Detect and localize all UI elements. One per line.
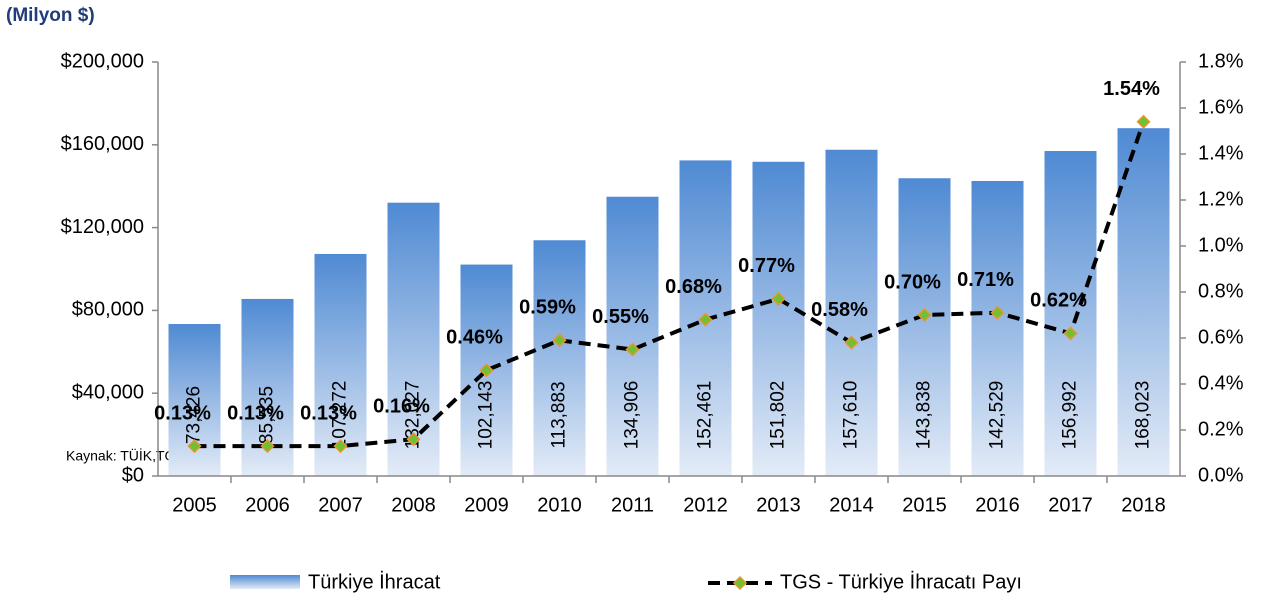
subtitle: (Milyon $): [6, 5, 95, 26]
bar: [606, 196, 659, 477]
bar-value-label: 151,802: [768, 381, 789, 450]
y2-tick-label: 1.4%: [1198, 142, 1244, 164]
source-note: Kaynak: TÜİK,TGS: [66, 447, 185, 464]
line-marker: [1063, 326, 1078, 341]
bar-value-label: 156,992: [1060, 381, 1081, 450]
line-marker: [333, 439, 348, 454]
line-marker: [1136, 114, 1151, 129]
bar-value-label: 142,529: [987, 381, 1008, 450]
line-value-label: 0.70%: [884, 271, 941, 293]
y2-tick-label: 1.8%: [1198, 50, 1244, 72]
line-marker: [552, 333, 567, 348]
x-tick-label: 2016: [975, 494, 1020, 516]
y-tick-label: $160,000: [61, 133, 144, 155]
line-value-label: 0.55%: [592, 306, 649, 328]
bar-value-label: 168,023: [1133, 381, 1154, 450]
y-tick-label: $40,000: [72, 381, 144, 403]
x-tick-label: 2010: [537, 494, 582, 516]
x-tick-label: 2013: [756, 494, 801, 516]
x-tick-label: 2018: [1121, 494, 1166, 516]
x-tick-label: 2006: [245, 494, 290, 516]
y2-tick-label: 0.2%: [1198, 418, 1244, 440]
legend-marker: [732, 575, 748, 591]
x-tick-label: 2015: [902, 494, 947, 516]
line-marker: [260, 439, 275, 454]
line-value-label: 0.71%: [957, 269, 1014, 291]
y-tick-label: $120,000: [61, 216, 144, 238]
line-marker: [625, 342, 640, 357]
line-marker: [698, 312, 713, 327]
share-line: [194, 121, 1146, 449]
legend-label: Türkiye İhracat: [308, 570, 441, 593]
bar: [898, 178, 951, 476]
line-value-label: 0.13%: [300, 402, 357, 424]
line-marker: [990, 305, 1005, 320]
bar: [752, 161, 805, 476]
y2-tick-label: 1.2%: [1198, 188, 1244, 210]
line-marker: [187, 439, 202, 454]
line-value-label: 0.16%: [373, 395, 430, 417]
x-tick-label: 2007: [318, 494, 363, 516]
y-tick-label: $80,000: [72, 299, 144, 321]
line-value-label: 0.62%: [1030, 290, 1087, 312]
line-value-label: 1.54%: [1103, 78, 1160, 100]
bar: [1044, 151, 1097, 477]
bar: [533, 240, 586, 476]
x-tick-label: 2014: [829, 494, 874, 516]
y-tick-label: $0: [122, 464, 144, 486]
line-value-label: 0.58%: [811, 299, 868, 321]
bar-value-label: 113,883: [549, 381, 570, 448]
line-value-label: 0.68%: [665, 276, 722, 298]
bar-value-label: 73,426: [184, 386, 205, 444]
x-tick-label: 2017: [1048, 494, 1093, 516]
bar: [314, 253, 367, 476]
x-tick-label: 2008: [391, 494, 436, 516]
x-tick-label: 2012: [683, 494, 728, 516]
bar: [387, 202, 440, 477]
bar-value-label: 152,461: [695, 381, 716, 450]
bar-value-label: 143,838: [914, 381, 935, 450]
y2-tick-label: 1.0%: [1198, 234, 1244, 256]
line-marker: [844, 335, 859, 350]
line-value-label: 0.13%: [154, 402, 211, 424]
bar-value-label: 85,535: [257, 386, 278, 444]
line-marker: [771, 291, 786, 306]
line-value-label: 0.77%: [738, 255, 795, 277]
bar-value-label: 157,610: [841, 381, 862, 450]
line-value-label: 0.46%: [446, 326, 503, 348]
line-value-label: 0.59%: [519, 297, 576, 319]
y2-tick-label: 0.4%: [1198, 372, 1244, 394]
x-tick-label: 2011: [611, 494, 654, 516]
legend-label: TGS - Türkiye İhracatı Payı: [780, 570, 1022, 593]
legend-swatch-bar: [230, 575, 300, 589]
bar-value-label: 132,027: [403, 381, 424, 450]
line-value-label: 0.13%: [227, 402, 284, 424]
y-tick-label: $200,000: [61, 50, 144, 72]
line-marker: [917, 307, 932, 323]
y2-tick-label: 0.0%: [1198, 464, 1244, 486]
bar-value-label: 107,272: [330, 381, 351, 450]
bar: [971, 180, 1024, 476]
line-marker: [479, 363, 494, 378]
y2-tick-label: 1.6%: [1198, 96, 1244, 118]
line-marker: [406, 432, 421, 447]
x-tick-label: 2009: [464, 494, 509, 516]
x-tick-label: 2005: [172, 494, 217, 516]
y2-tick-label: 0.8%: [1198, 280, 1244, 302]
bar-value-label: 134,906: [622, 381, 643, 450]
bar-value-label: 102,143: [476, 381, 497, 450]
y2-tick-label: 0.6%: [1198, 326, 1244, 348]
bar: [825, 149, 878, 476]
bar: [1117, 128, 1170, 476]
